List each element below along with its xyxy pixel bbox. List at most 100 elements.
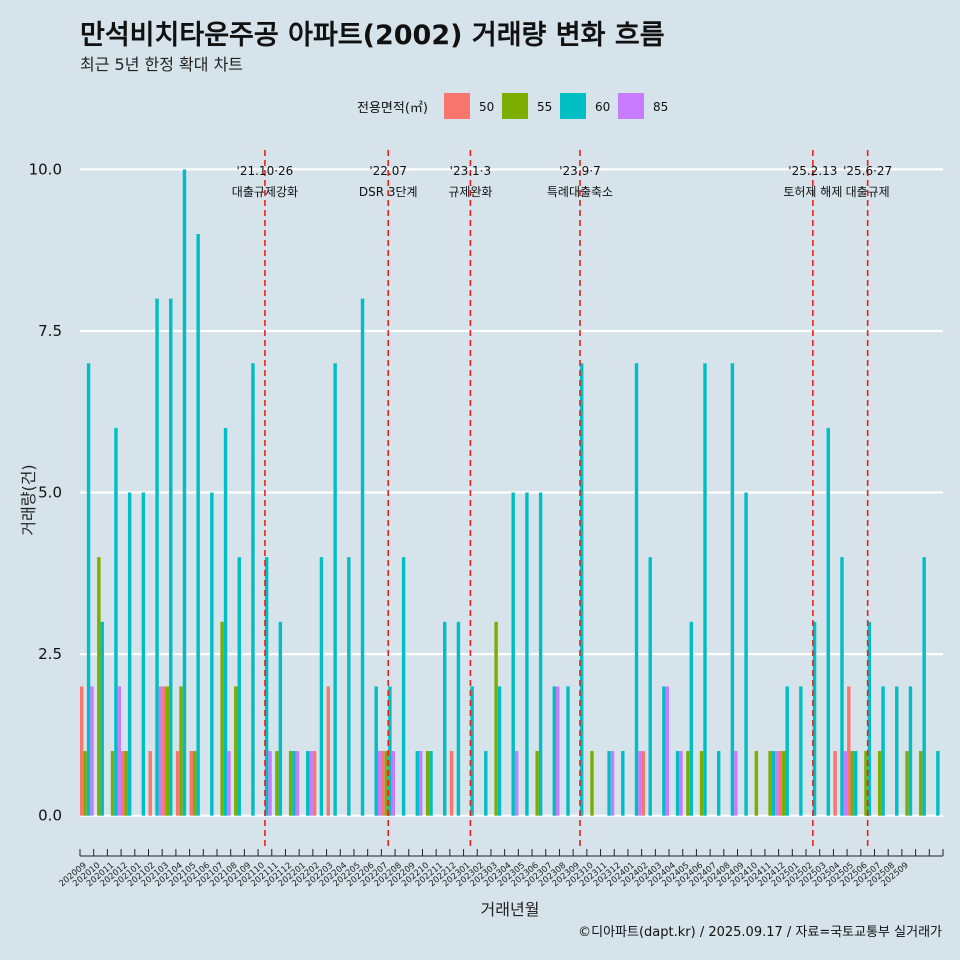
event-label: 토허제 해제 (783, 185, 842, 199)
legend-label: 55 (537, 100, 552, 114)
bar (391, 751, 396, 816)
bar (443, 621, 447, 816)
bar (607, 751, 611, 816)
chart-subtitle: 최근 5년 한정 확대 차트 (80, 55, 243, 74)
legend: 전용면적(㎡) 50 55 60 85 (357, 93, 668, 119)
bar (312, 751, 317, 816)
legend-label: 85 (653, 100, 668, 114)
legend-label: 50 (479, 100, 494, 114)
bar (275, 751, 279, 816)
bar (850, 751, 854, 816)
bar (162, 686, 166, 816)
bar (100, 621, 104, 816)
y-tick-label: 0.0 (38, 807, 62, 825)
bar (689, 621, 694, 816)
bar (127, 492, 132, 816)
bar (799, 686, 803, 816)
bar (121, 751, 125, 816)
bar (525, 492, 529, 816)
bar (384, 751, 389, 816)
event-date: '23.9·7 (559, 164, 600, 178)
bar (196, 234, 200, 816)
bar (415, 751, 420, 816)
y-tick-label: 10.0 (29, 160, 62, 178)
bar (590, 751, 594, 816)
event-date: '25.6·27 (843, 164, 892, 178)
bar (703, 363, 707, 816)
bar (210, 492, 214, 816)
bar (566, 686, 570, 816)
bar (155, 298, 159, 816)
bar (864, 751, 868, 816)
bar (497, 686, 502, 816)
bar (292, 751, 296, 816)
bar (169, 298, 173, 816)
bar (686, 751, 690, 816)
legend-title: 전용면적(㎡) (357, 101, 428, 116)
bar (579, 363, 584, 816)
bar (535, 751, 539, 816)
event-lines: '21.10·26 대출규제강화 '22.07 DSR 3단계 '23.1·3 규제완화 '… (232, 150, 892, 848)
caption: ©디아파트(dapt.kr) / 2025.09.17 / 자료=국토교통부 실… (578, 925, 942, 940)
event-date: '22.07 (369, 164, 407, 178)
bar (881, 686, 885, 816)
bar (775, 751, 779, 816)
bar (662, 686, 666, 816)
bar (833, 751, 837, 816)
bar (699, 751, 704, 816)
bar (189, 751, 194, 816)
bar (165, 686, 170, 816)
bar (401, 557, 406, 816)
bar (641, 751, 646, 816)
bar (847, 686, 851, 816)
legend-key (444, 93, 470, 119)
bar (148, 751, 152, 816)
bar (716, 751, 721, 816)
event-label: 대출규제강화 (232, 185, 298, 199)
bar (840, 557, 844, 816)
bar (782, 751, 786, 816)
bar (306, 751, 310, 816)
bar (744, 492, 748, 816)
bar (333, 363, 337, 816)
legend-key (618, 93, 644, 119)
bar (778, 751, 783, 816)
bar (556, 686, 560, 816)
bar (97, 557, 101, 816)
event-label: DSR 3단계 (359, 185, 418, 199)
bar (905, 751, 909, 816)
bar (936, 751, 940, 816)
bar (853, 751, 858, 816)
bar (919, 751, 923, 816)
bar (83, 751, 87, 816)
event-label: 규제완화 (448, 185, 492, 199)
bar (679, 751, 683, 816)
bar (360, 298, 365, 816)
bar (812, 621, 817, 816)
y-tick-label: 5.0 (38, 484, 62, 502)
bar (86, 363, 91, 816)
event-date: '21.10·26 (237, 164, 294, 178)
bar (621, 751, 625, 816)
bar (220, 621, 224, 816)
bar (278, 621, 283, 816)
bar (158, 686, 163, 816)
bar (449, 751, 454, 816)
bar (80, 686, 84, 816)
bar (768, 751, 772, 816)
event-label: 특례대출축소 (547, 185, 613, 199)
bar (908, 686, 913, 816)
bar (552, 686, 557, 816)
bar (377, 751, 382, 816)
bar (843, 751, 848, 816)
bar (538, 492, 543, 816)
bar (388, 686, 392, 816)
bar (251, 363, 255, 816)
bar (826, 427, 830, 816)
bar (264, 557, 269, 816)
bar (922, 557, 926, 816)
bar (419, 751, 423, 816)
bar (347, 557, 351, 816)
legend-label: 60 (595, 100, 610, 114)
